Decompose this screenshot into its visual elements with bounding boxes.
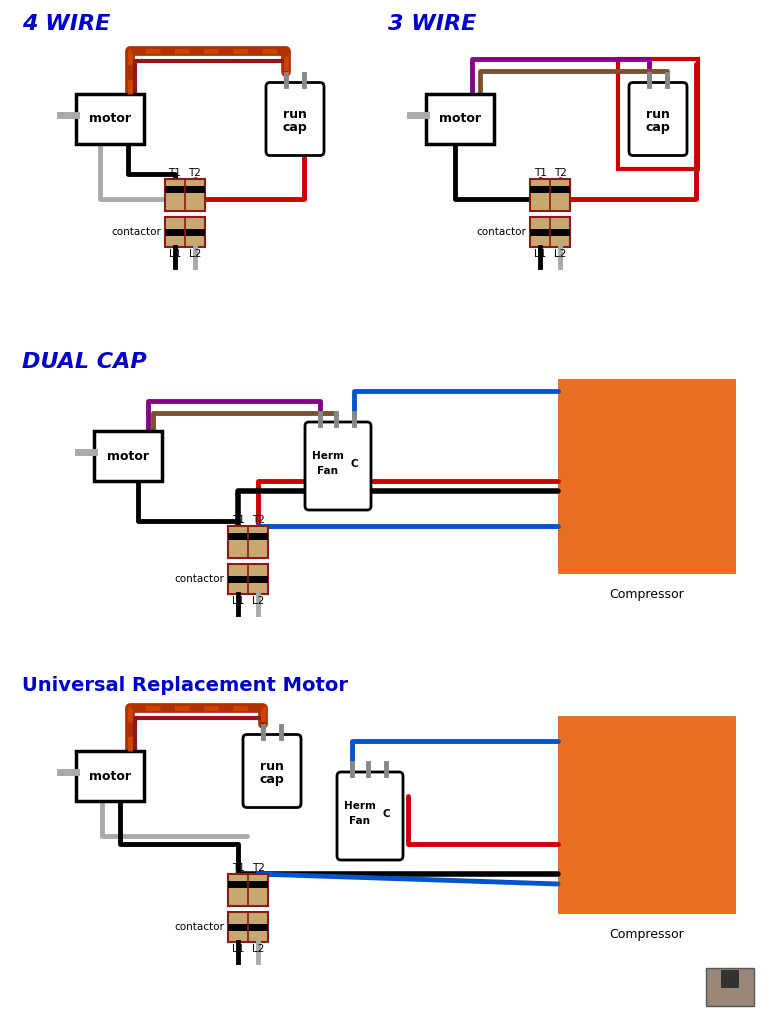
Bar — [228, 912, 268, 942]
Bar — [228, 575, 268, 583]
Bar — [228, 534, 268, 541]
Text: Herm: Herm — [344, 801, 376, 811]
Text: T1: T1 — [232, 515, 244, 525]
Bar — [530, 217, 570, 247]
Text: motor: motor — [89, 769, 131, 782]
Text: cap: cap — [645, 121, 670, 133]
Text: C: C — [382, 809, 390, 819]
Text: Compressor: Compressor — [610, 588, 684, 601]
Text: T2: T2 — [189, 168, 202, 178]
Bar — [228, 882, 268, 889]
Bar — [228, 924, 268, 931]
Bar — [721, 970, 739, 988]
FancyBboxPatch shape — [305, 422, 371, 510]
Text: contactor: contactor — [476, 227, 526, 237]
Text: Fan: Fan — [349, 816, 370, 826]
Bar — [165, 217, 205, 247]
Text: motor: motor — [439, 113, 481, 126]
Text: T1: T1 — [169, 168, 182, 178]
Text: L2: L2 — [189, 249, 201, 259]
Bar — [426, 94, 494, 144]
Bar — [228, 526, 268, 558]
Text: Herm: Herm — [312, 451, 344, 461]
Text: L2: L2 — [252, 944, 264, 954]
Text: 4 WIRE: 4 WIRE — [22, 14, 111, 34]
Text: cap: cap — [260, 772, 284, 785]
Text: Universal Replacement Motor: Universal Replacement Motor — [22, 676, 348, 695]
Text: L1: L1 — [232, 596, 244, 606]
Bar — [228, 564, 268, 594]
Text: T2: T2 — [553, 168, 567, 178]
Bar — [558, 379, 736, 574]
Bar — [228, 874, 268, 906]
Text: contactor: contactor — [174, 922, 224, 932]
Text: motor: motor — [107, 450, 149, 463]
FancyBboxPatch shape — [629, 83, 687, 156]
Bar — [530, 186, 570, 194]
Text: contactor: contactor — [111, 227, 161, 237]
Text: motor: motor — [89, 113, 131, 126]
Bar — [165, 179, 205, 211]
Text: L1: L1 — [534, 249, 547, 259]
FancyBboxPatch shape — [243, 734, 301, 808]
Text: L2: L2 — [252, 596, 264, 606]
Bar — [530, 229, 570, 236]
Text: DUAL CAP: DUAL CAP — [22, 352, 147, 372]
Text: L1: L1 — [232, 944, 244, 954]
Text: Fan: Fan — [318, 466, 339, 476]
Text: run: run — [260, 760, 284, 772]
FancyBboxPatch shape — [266, 83, 324, 156]
Text: Compressor: Compressor — [610, 928, 684, 941]
Text: run: run — [283, 108, 307, 121]
Bar — [76, 751, 144, 801]
Bar — [165, 186, 205, 194]
Text: T2: T2 — [251, 515, 264, 525]
Text: 3 WIRE: 3 WIRE — [388, 14, 476, 34]
Text: T1: T1 — [533, 168, 547, 178]
Text: cap: cap — [283, 121, 308, 133]
Text: T1: T1 — [232, 863, 244, 873]
Text: L1: L1 — [169, 249, 181, 259]
Text: contactor: contactor — [174, 574, 224, 584]
FancyBboxPatch shape — [337, 772, 403, 860]
Text: T2: T2 — [251, 863, 264, 873]
Text: L2: L2 — [553, 249, 566, 259]
Bar — [165, 229, 205, 236]
Bar — [558, 716, 736, 914]
Bar — [706, 968, 754, 1006]
Bar — [618, 59, 698, 169]
Bar — [94, 431, 162, 481]
Bar — [530, 179, 570, 211]
Text: C: C — [350, 459, 358, 469]
Bar — [76, 94, 144, 144]
Text: run: run — [646, 108, 670, 121]
